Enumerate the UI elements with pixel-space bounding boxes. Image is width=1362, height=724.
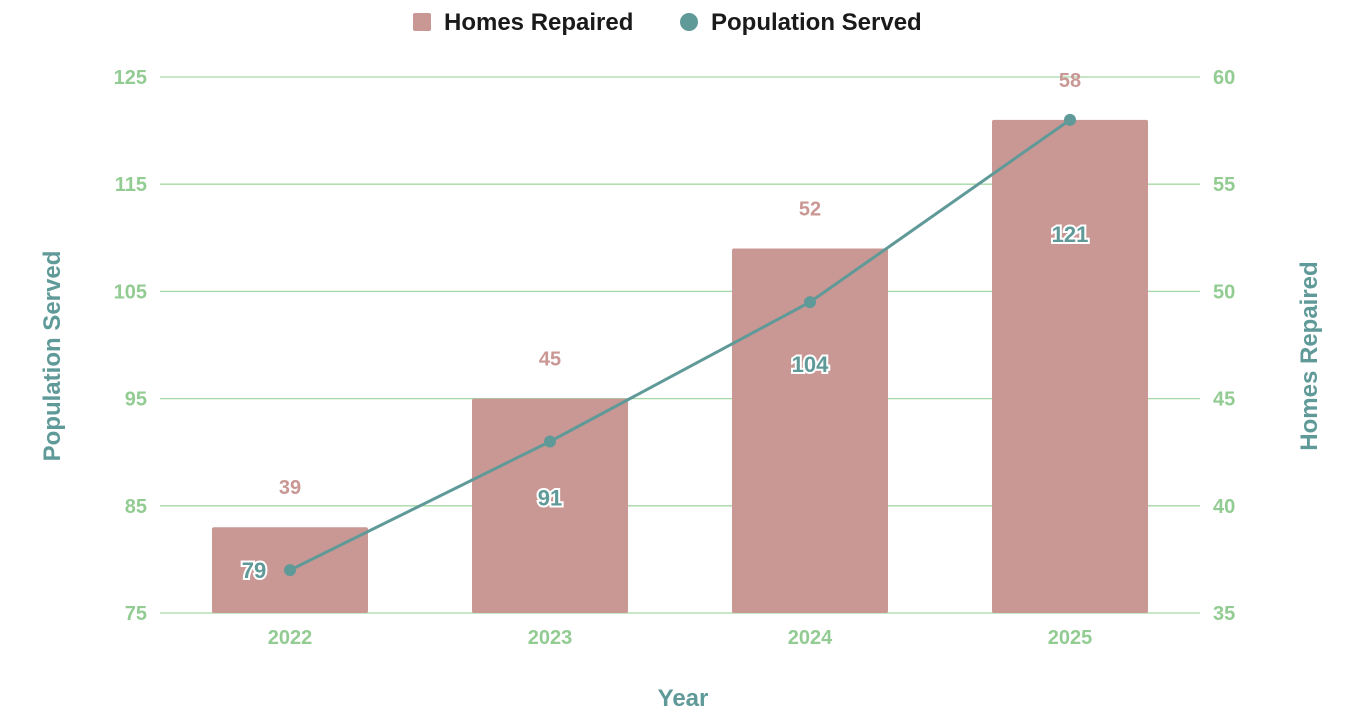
legend-circle-icon xyxy=(680,13,698,31)
y-right-tick-label: 40 xyxy=(1213,496,1235,518)
bar-data-label: 39 xyxy=(279,477,301,499)
y-right-tick-label: 60 xyxy=(1213,67,1235,89)
y-left-tick-label: 115 xyxy=(115,174,147,196)
y-left-tick-label: 85 xyxy=(125,496,147,518)
bar-data-label: 45 xyxy=(539,349,561,371)
bar-data-label: 58 xyxy=(1059,70,1081,92)
line-point xyxy=(1064,113,1076,126)
bar-homes-repaired xyxy=(732,248,888,613)
y-right-tick-label: 45 xyxy=(1213,389,1235,411)
y-right-tick-label: 50 xyxy=(1213,281,1235,303)
y-right-tick-label: 35 xyxy=(1213,603,1235,625)
line-point xyxy=(544,435,556,448)
x-tick-label: 2024 xyxy=(788,627,833,649)
y-left-tick-label: 95 xyxy=(125,389,147,411)
x-tick-label: 2025 xyxy=(1048,627,1093,649)
legend-label-population-served: Population Served xyxy=(711,9,922,36)
y-right-axis-title: Homes Repaired xyxy=(1296,261,1323,450)
x-axis-title: Year xyxy=(658,685,709,712)
line-data-label: 79 xyxy=(242,558,266,583)
y-left-tick-label: 125 xyxy=(114,67,147,89)
x-tick-label: 2022 xyxy=(268,627,313,649)
line-point xyxy=(284,564,296,577)
bar-data-label: 52 xyxy=(799,199,821,221)
bar-homes-repaired xyxy=(472,398,628,613)
line-data-label: 121 xyxy=(1052,222,1089,247)
line-data-label: 91 xyxy=(538,485,562,510)
legend-square-icon xyxy=(413,13,431,31)
y-left-axis-title: Population Served xyxy=(39,251,66,462)
line-data-label: 104 xyxy=(792,352,829,377)
x-tick-label: 2023 xyxy=(528,627,573,649)
y-left-tick-label: 105 xyxy=(114,281,147,303)
y-right-tick-label: 55 xyxy=(1213,174,1235,196)
line-population-served xyxy=(289,118,1071,572)
y-left-tick-label: 75 xyxy=(125,603,147,625)
line-point xyxy=(804,296,816,309)
legend-label-homes-repaired: Homes Repaired xyxy=(444,9,633,36)
bar-homes-repaired xyxy=(992,119,1148,613)
